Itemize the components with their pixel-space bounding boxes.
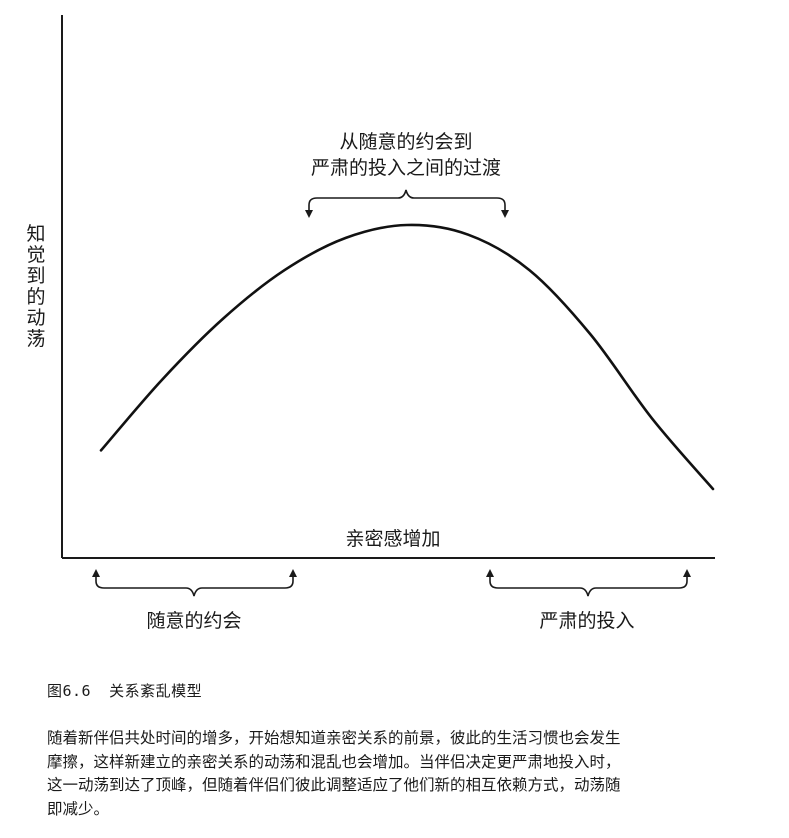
relationship-turbulence-chart: 知觉到的动荡 亲密感增加 从随意的约会到 严肃的投入之间的过渡 随意的约会 严肃… [26,15,715,632]
peak-annotation-line-1: 从随意的约会到 [339,131,472,153]
x-axis-label: 亲密感增加 [345,528,440,550]
turbulence-curve [99,223,715,491]
y-axis-label: 知觉到的动荡 [26,223,45,350]
serious-commitment-brace [489,572,688,597]
serious-commitment-right-arrow [683,569,691,577]
body-paragraph: 随着新伴侣共处时间的增多，开始想知道亲密关系的前景，彼此的生活习惯也会发生 摩擦… [47,727,697,821]
peak-brace-right-arrow [501,210,509,218]
casual-dating-brace [95,572,294,597]
peak-annotation-line-2: 严肃的投入之间的过渡 [311,157,501,179]
serious-commitment-label: 严肃的投入 [539,610,634,632]
figure-number: 图6.6 [47,682,92,700]
figure-title: 关系紊乱模型 [109,682,203,700]
body-line: 即减少。 [47,799,110,818]
peak-brace [308,189,506,215]
body-line: 摩擦，这样新建立的亲密关系的动荡和混乱也会增加。当伴侣决定更严肃地投入时， [47,752,621,771]
casual-dating-label: 随意的约会 [146,610,241,632]
casual-dating-left-arrow [92,569,100,577]
figure-caption: 图6.6 关系紊乱模型 [47,680,202,701]
peak-brace-left-arrow [305,210,313,218]
body-line: 随着新伴侣共处时间的增多，开始想知道亲密关系的前景，彼此的生活习惯也会发生 [47,729,621,747]
body-line: 这一动荡到达了顶峰，但随着伴侣们彼此调整适应了他们新的相互依赖方式，动荡随 [47,776,621,794]
casual-dating-right-arrow [289,569,297,577]
serious-commitment-left-arrow [486,569,494,577]
